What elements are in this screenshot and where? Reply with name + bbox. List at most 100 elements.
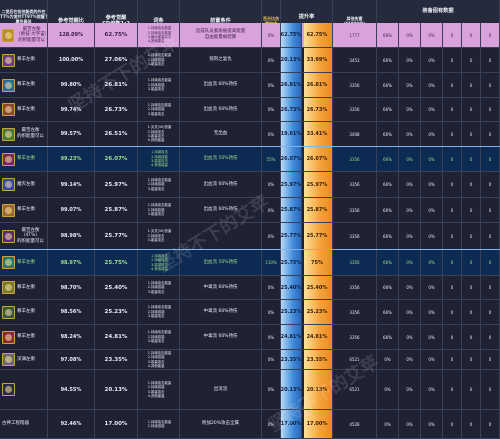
equip-mult: 0 xyxy=(443,122,462,146)
other-dmg: 3356 xyxy=(333,172,377,197)
rate-period: 25.40% xyxy=(281,276,302,299)
entries-list: 1.持续攻击能量 2.持续技能 xyxy=(138,410,180,438)
equip-skill: 0 xyxy=(481,147,500,171)
weapon-icon[interactable] xyxy=(2,353,15,366)
equip-crit: 66% xyxy=(377,122,399,146)
cd-ratio: 24.81% xyxy=(95,325,138,349)
awaken-ratio: 98.56% xyxy=(48,300,95,324)
weapon-cell: 最苦左衡 （4T%） 的帜能量可以 xyxy=(0,223,48,249)
equip-special: 0% xyxy=(399,198,421,222)
dps-bar xyxy=(304,276,333,299)
dps-bar xyxy=(304,223,333,249)
rate-dps: 26.73% xyxy=(302,98,333,121)
pct-bonus: 55% xyxy=(262,147,281,171)
rate-dps: 25.97% xyxy=(302,172,333,197)
precondition: 出血流 60%持伤 xyxy=(180,73,262,97)
header-text: 参考觉醒比 xyxy=(58,17,84,24)
precondition: 中毒流 60%持伤 xyxy=(180,276,262,299)
rate-period: 20.13% xyxy=(281,370,302,409)
rate-period: 25.87% xyxy=(281,198,302,222)
equip-cd: 0 xyxy=(462,147,481,171)
table-row: 尊羊左衡 98.97% 25.75% 1.持续攻击 2.持续技能 3.能量攻击 4.其他能量… xyxy=(0,249,500,277)
table-row: 深渊左衡 97.08% 23.35% 1.持续攻击能量 2.持续技能 3.能量攻击 4.其他… xyxy=(0,350,500,370)
weapon-icon[interactable] xyxy=(2,281,15,294)
equip-cd: 0 xyxy=(462,198,481,222)
header-text: 属性最佳 xyxy=(15,19,32,24)
weapon-icon[interactable] xyxy=(2,256,15,269)
equip-mult: 0 xyxy=(443,300,462,324)
weapon-name: 尊羊左衡 xyxy=(17,309,35,315)
rate-period: 24.81% xyxy=(281,325,302,349)
weapon-icon[interactable] xyxy=(2,103,15,116)
entries-list: 1.持续攻击能量 2.持续技能 3.能量攻击 xyxy=(138,172,180,197)
pct-bonus: 0% xyxy=(262,73,281,97)
other-dmg: 4528 xyxy=(333,410,377,438)
weapon-icon[interactable] xyxy=(2,53,15,67)
weapon-icon[interactable] xyxy=(2,383,15,396)
equip-skill: 0 xyxy=(481,350,500,369)
rate-bar xyxy=(281,325,302,349)
pct-bonus: 0% xyxy=(262,48,281,72)
equip-crit: 0% xyxy=(377,350,399,369)
dps-bar xyxy=(304,172,333,197)
weapon-icon[interactable] xyxy=(2,203,15,217)
equip-pct: 0% xyxy=(421,98,443,121)
cd-ratio: 26.07% xyxy=(95,147,138,171)
header-text: 参考觉醒 xyxy=(105,14,127,21)
entries-list: 1.持续攻击能量 2.持续攻击能量 3.最大能量攻击 4.其他能量 xyxy=(138,23,180,47)
rate-bar xyxy=(281,172,302,197)
equip-mult: 0 xyxy=(443,410,462,438)
weapon-icon[interactable] xyxy=(2,229,15,243)
rate-period: 17.00% xyxy=(281,410,302,438)
weapon-cell: 尊羊左衡 xyxy=(0,73,48,97)
weapon-icon[interactable] xyxy=(2,152,15,166)
header-text: 其他伤害 xyxy=(346,16,363,21)
awaken-ratio: 98.97% xyxy=(48,250,95,275)
equip-mult: 0 xyxy=(443,172,462,197)
cd-ratio: 62.75% xyxy=(95,23,138,47)
equip-crit: 66% xyxy=(377,23,399,47)
precondition: 附加20%攻击全属 xyxy=(180,410,262,438)
equip-mult: 0 xyxy=(443,98,462,121)
equip-mult: 0 xyxy=(443,48,462,72)
awaken-ratio: 98.98% xyxy=(48,223,95,249)
equip-skill: 0 xyxy=(481,48,500,72)
other-dmg: 3356 xyxy=(333,73,377,97)
weapon-name: 最苦左衡 的帜能量可以 xyxy=(17,128,44,139)
rate-bar xyxy=(281,73,302,97)
weapon-icon[interactable] xyxy=(2,28,15,42)
awaken-ratio: 99.57% xyxy=(48,122,95,146)
rate-dps: 17.00% xyxy=(302,410,333,438)
entries-list: 1.持续攻击能量 2.持续技能 3.能量攻击 xyxy=(138,98,180,121)
weapon-icon[interactable] xyxy=(2,78,15,92)
equip-pct: 0% xyxy=(421,73,443,97)
weapon-icon[interactable] xyxy=(2,305,15,319)
dps-bar xyxy=(304,122,333,146)
cd-ratio: 26.73% xyxy=(95,98,138,121)
weapon-icon[interactable] xyxy=(2,330,15,344)
awaken-ratio: 98.24% xyxy=(48,325,95,349)
rate-dps: 23.35% xyxy=(302,350,333,369)
precondition xyxy=(180,223,262,249)
rate-bar xyxy=(281,276,302,299)
entries-list: 1.灭灵(50)伤害 2.持续攻击 3.能量攻击 4.其他能量 xyxy=(138,122,180,146)
cd-ratio: 27.06% xyxy=(95,48,138,72)
equip-mult: 0 xyxy=(443,325,462,349)
equip-pct: 0% xyxy=(421,223,443,249)
weapon-icon[interactable] xyxy=(2,178,15,191)
equip-mult: 0 xyxy=(443,250,462,275)
cd-ratio: 25.40% xyxy=(95,276,138,299)
table-row: 尊羊左衡 99.74% 26.73% 1.持续攻击能量 2.持续技能 3.能量攻击 出血流 … xyxy=(0,98,500,122)
equip-mult: 0 xyxy=(443,73,462,97)
table-row: 古神工程暗器 92.46% 17.00% 1.持续攻击能量 2.持续技能 附加20%攻击全… xyxy=(0,410,500,439)
equip-mult: 0 xyxy=(443,147,462,171)
precondition: 中毒流 60%持伤 xyxy=(180,325,262,349)
equip-skill: 0 xyxy=(481,276,500,299)
rate-dps: 33.99% xyxy=(302,48,333,72)
weapon-icon[interactable] xyxy=(2,127,15,141)
entries-list: 1.灭灵(50)伤害 2.持续攻击 3.能量攻击 xyxy=(138,223,180,249)
dps-bar xyxy=(304,350,333,369)
equip-crit: 66% xyxy=(377,198,399,222)
entries-list: 1.持续攻击能量 2.持续技能 3.能量攻击 xyxy=(138,198,180,222)
